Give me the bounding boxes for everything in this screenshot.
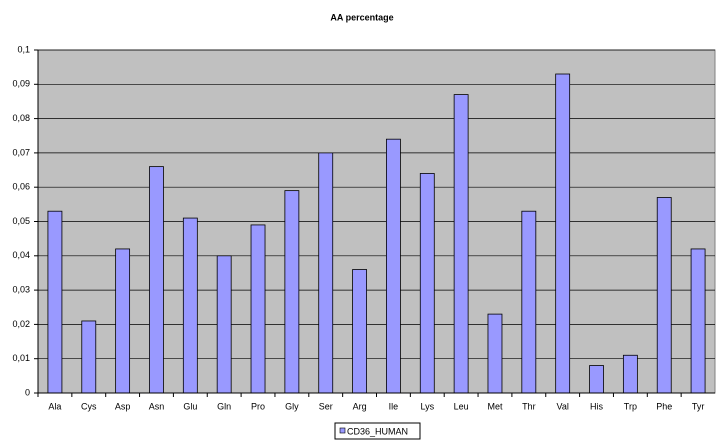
x-tick-label: Met [487, 401, 503, 411]
bar [352, 269, 367, 394]
y-tick-label: 0 [25, 387, 30, 397]
bar [149, 166, 164, 394]
x-tick-label: Ala [48, 401, 61, 411]
legend-box [334, 422, 421, 440]
x-tick-label: Thr [522, 401, 536, 411]
x-tick-label: Phe [656, 401, 672, 411]
bar [47, 210, 63, 394]
bar [487, 313, 503, 394]
x-tick-label: Gln [217, 401, 231, 411]
y-tick-label: 0,02 [12, 319, 30, 329]
bar [250, 224, 266, 394]
x-tick-label: Cys [81, 401, 97, 411]
bar [318, 152, 334, 394]
x-tick-label: Ile [389, 401, 399, 411]
x-tick-label: Arg [353, 401, 367, 411]
y-tick-label: 0,01 [12, 353, 30, 363]
x-tick-label: His [590, 401, 603, 411]
y-tick-label: 0,07 [12, 147, 30, 157]
bar [216, 255, 232, 394]
bar [284, 190, 300, 394]
y-tick-label: 0,06 [12, 182, 30, 192]
x-tick-label: Glu [183, 401, 197, 411]
y-tick-label: 0,05 [12, 216, 30, 226]
legend-label: CD36_HUMAN [347, 426, 408, 436]
bar [419, 173, 435, 394]
bar [589, 365, 604, 394]
bar [656, 197, 672, 394]
y-tick-label: 0,09 [12, 79, 30, 89]
legend-swatch [339, 427, 346, 434]
bar [386, 138, 401, 394]
y-tick-label: 0,1 [17, 44, 30, 54]
x-tick-label: Val [557, 401, 569, 411]
y-tick-label: 0,04 [12, 250, 30, 260]
x-tick-label: Lys [420, 401, 434, 411]
x-tick-label: Ser [319, 401, 333, 411]
x-tick-label: Leu [454, 401, 469, 411]
bar [453, 94, 469, 394]
bar [115, 248, 131, 394]
x-tick-label: Asn [149, 401, 165, 411]
bar [521, 210, 537, 394]
y-tick-label: 0,08 [12, 113, 30, 123]
x-tick-label: Tyr [692, 401, 705, 411]
bar [182, 217, 198, 394]
bar [555, 73, 571, 394]
x-tick-label: Pro [251, 401, 265, 411]
y-tick-label: 0,03 [12, 284, 30, 294]
x-tick-label: Gly [285, 401, 299, 411]
bar [81, 320, 97, 394]
chart-title: AA percentage [330, 12, 393, 22]
x-tick-label: Trp [624, 401, 637, 411]
bar [622, 354, 638, 394]
x-tick-label: Asp [115, 401, 131, 411]
bar [690, 248, 706, 394]
